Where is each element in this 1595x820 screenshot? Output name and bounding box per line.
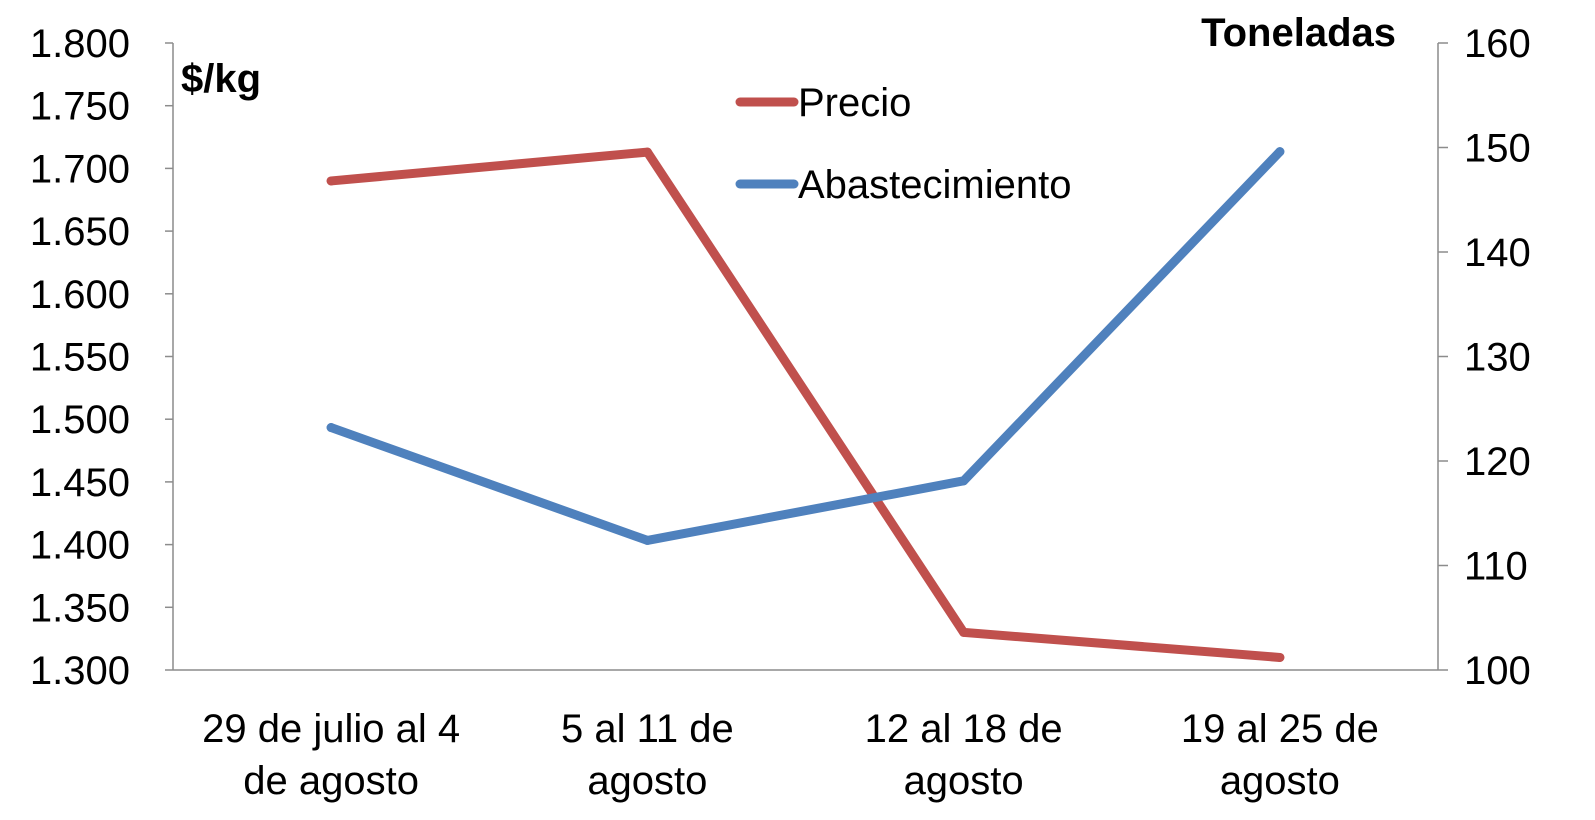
- series-line-precio: [326, 147, 1285, 662]
- data-point-precio: [1275, 652, 1285, 662]
- legend-label-abastecimiento: Abastecimiento: [798, 163, 1071, 207]
- x-tick-label: 12 al 18 de agosto: [865, 707, 1063, 803]
- x-tick-label-line: 12 al 18 de: [865, 707, 1063, 751]
- left-tick-label: 1.550: [30, 336, 130, 380]
- left-tick-labels: 1.300 1.350 1.400 1.450 1.500 1.550 1.600 1.650…: [30, 22, 173, 693]
- axes: [172, 43, 1439, 671]
- left-tick-label: 1.600: [30, 273, 130, 317]
- x-tick-label: 19 al 25 de agosto: [1181, 707, 1379, 803]
- left-tick-label: 1.500: [30, 398, 130, 442]
- x-tick-label-line: 19 al 25 de: [1181, 707, 1379, 751]
- data-point-precio: [326, 176, 336, 186]
- x-tick-label-line: agosto: [587, 759, 707, 803]
- left-tick-label: 1.800: [30, 22, 130, 66]
- right-axis-title: Toneladas: [1201, 11, 1396, 55]
- x-tick-label-line: de agosto: [243, 759, 419, 803]
- x-tick-label: 5 al 11 de agosto: [561, 707, 734, 803]
- data-point-abastecimiento: [959, 476, 969, 486]
- x-tick-labels: 29 de julio al 4 de agosto 5 al 11 de agost…: [202, 707, 1379, 803]
- series-line-abastecimiento: [326, 147, 1285, 545]
- right-tick-label: 110: [1464, 545, 1528, 589]
- data-point-abastecimiento: [1275, 147, 1285, 157]
- left-tick-label: 1.300: [30, 649, 130, 693]
- right-tick-label: 120: [1464, 440, 1531, 484]
- right-tick-label: 130: [1464, 336, 1531, 380]
- legend: Precio Abastecimiento: [735, 81, 1071, 207]
- left-tick-label: 1.400: [30, 524, 130, 568]
- left-tick-label: 1.700: [30, 147, 130, 191]
- x-tick-label: 29 de julio al 4 de agosto: [202, 707, 460, 803]
- left-tick-label: 1.650: [30, 210, 130, 254]
- left-tick-label: 1.750: [30, 85, 130, 129]
- data-point-precio: [642, 147, 652, 157]
- left-axis-title: $/kg: [181, 57, 261, 101]
- series-lines: [326, 147, 1285, 662]
- right-tick-label: 150: [1464, 127, 1531, 171]
- data-point-abastecimiento: [326, 423, 336, 433]
- right-tick-labels: 100 110 120 130 140 150 160: [1438, 22, 1531, 693]
- left-tick-label: 1.350: [30, 586, 130, 630]
- x-tick-label-line: agosto: [1220, 759, 1340, 803]
- right-tick-label: 140: [1464, 231, 1531, 275]
- x-tick-label-line: 5 al 11 de: [561, 707, 734, 751]
- right-tick-label: 100: [1464, 649, 1531, 693]
- left-tick-label: 1.450: [30, 461, 130, 505]
- data-point-abastecimiento: [642, 535, 652, 545]
- x-tick-label-line: 29 de julio al 4: [202, 707, 460, 751]
- right-tick-label: 160: [1464, 22, 1531, 66]
- data-point-precio: [959, 627, 969, 637]
- legend-label-precio: Precio: [798, 81, 911, 125]
- x-tick-label-line: agosto: [904, 759, 1024, 803]
